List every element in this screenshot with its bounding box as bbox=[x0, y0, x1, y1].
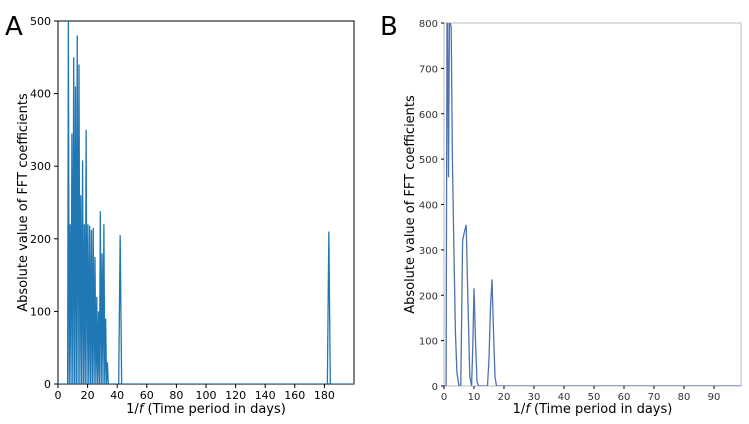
x-axis-label: 1/f (Time period in days) bbox=[126, 402, 286, 417]
x-tick-label: 0 bbox=[55, 389, 62, 402]
x-tick-label: 10 bbox=[468, 392, 481, 403]
chart-b: 0 10 20 30 40 50 60 70 80 90 0 100 200 300 400 500 600 70… bbox=[403, 19, 742, 417]
y-tick-label: 300 bbox=[30, 160, 51, 173]
y-tick-label: 400 bbox=[419, 201, 438, 212]
x-tick-label: 180 bbox=[314, 389, 335, 402]
x-tick-label: 80 bbox=[678, 392, 691, 403]
x-tick-label: 140 bbox=[255, 389, 276, 402]
y-tick-label: 100 bbox=[419, 337, 438, 348]
chart-panel-b: B 0 10 20 30 40 50 60 70 80 90 0 100 200 300 400 500 600… bbox=[375, 0, 749, 424]
y-tick-label: 500 bbox=[30, 15, 51, 28]
chart-a: 0 20 40 60 80 100 120 140 160 180 0 100 200 300 400 500… bbox=[16, 15, 355, 417]
y-tick-label: 500 bbox=[419, 155, 438, 166]
data-series-line-0 bbox=[58, 21, 354, 384]
y-axis-label: Absolute value of FFT coefficients bbox=[403, 95, 418, 314]
x-tick-label: 100 bbox=[196, 389, 217, 402]
y-tick-label: 0 bbox=[44, 378, 51, 391]
chart-panel-a: A 0 20 40 60 80 100 120 140 160 180 0 100 200 300 400 5… bbox=[5, 12, 355, 417]
y-tick-label: 300 bbox=[419, 246, 438, 257]
x-tick-label: 90 bbox=[708, 392, 721, 403]
y-tick-label: 800 bbox=[419, 19, 438, 30]
x-tick-label: 30 bbox=[528, 392, 541, 403]
x-tick-label: 20 bbox=[498, 392, 511, 403]
x-tick-label: 40 bbox=[558, 392, 571, 403]
x-tick-label: 80 bbox=[169, 389, 183, 402]
y-tick-label: 100 bbox=[30, 305, 51, 318]
x-tick-label: 20 bbox=[81, 389, 95, 402]
x-tick-label: 60 bbox=[140, 389, 154, 402]
data-series-line-0 bbox=[444, 23, 741, 386]
x-tick-label: 60 bbox=[618, 392, 631, 403]
plot-frame bbox=[443, 22, 742, 387]
y-tick-label: 400 bbox=[30, 88, 51, 101]
y-tick-label: 0 bbox=[432, 382, 438, 393]
panel-label-b: B bbox=[380, 12, 398, 42]
x-tick-label: 50 bbox=[588, 392, 601, 403]
x-tick-label: 0 bbox=[441, 392, 447, 403]
y-tick-label: 200 bbox=[30, 233, 51, 246]
panel-label-a: A bbox=[5, 12, 23, 42]
x-tick-label: 70 bbox=[648, 392, 661, 403]
x-tick-label: 120 bbox=[225, 389, 246, 402]
y-tick-label: 700 bbox=[419, 64, 438, 75]
x-tick-label: 40 bbox=[110, 389, 124, 402]
y-axis-label: Absolute value of FFT coefficients bbox=[16, 93, 31, 312]
y-tick-label: 200 bbox=[419, 291, 438, 302]
x-axis-label: 1/f (Time period in days) bbox=[513, 402, 673, 417]
y-tick-label: 600 bbox=[419, 110, 438, 121]
x-tick-label: 160 bbox=[284, 389, 305, 402]
